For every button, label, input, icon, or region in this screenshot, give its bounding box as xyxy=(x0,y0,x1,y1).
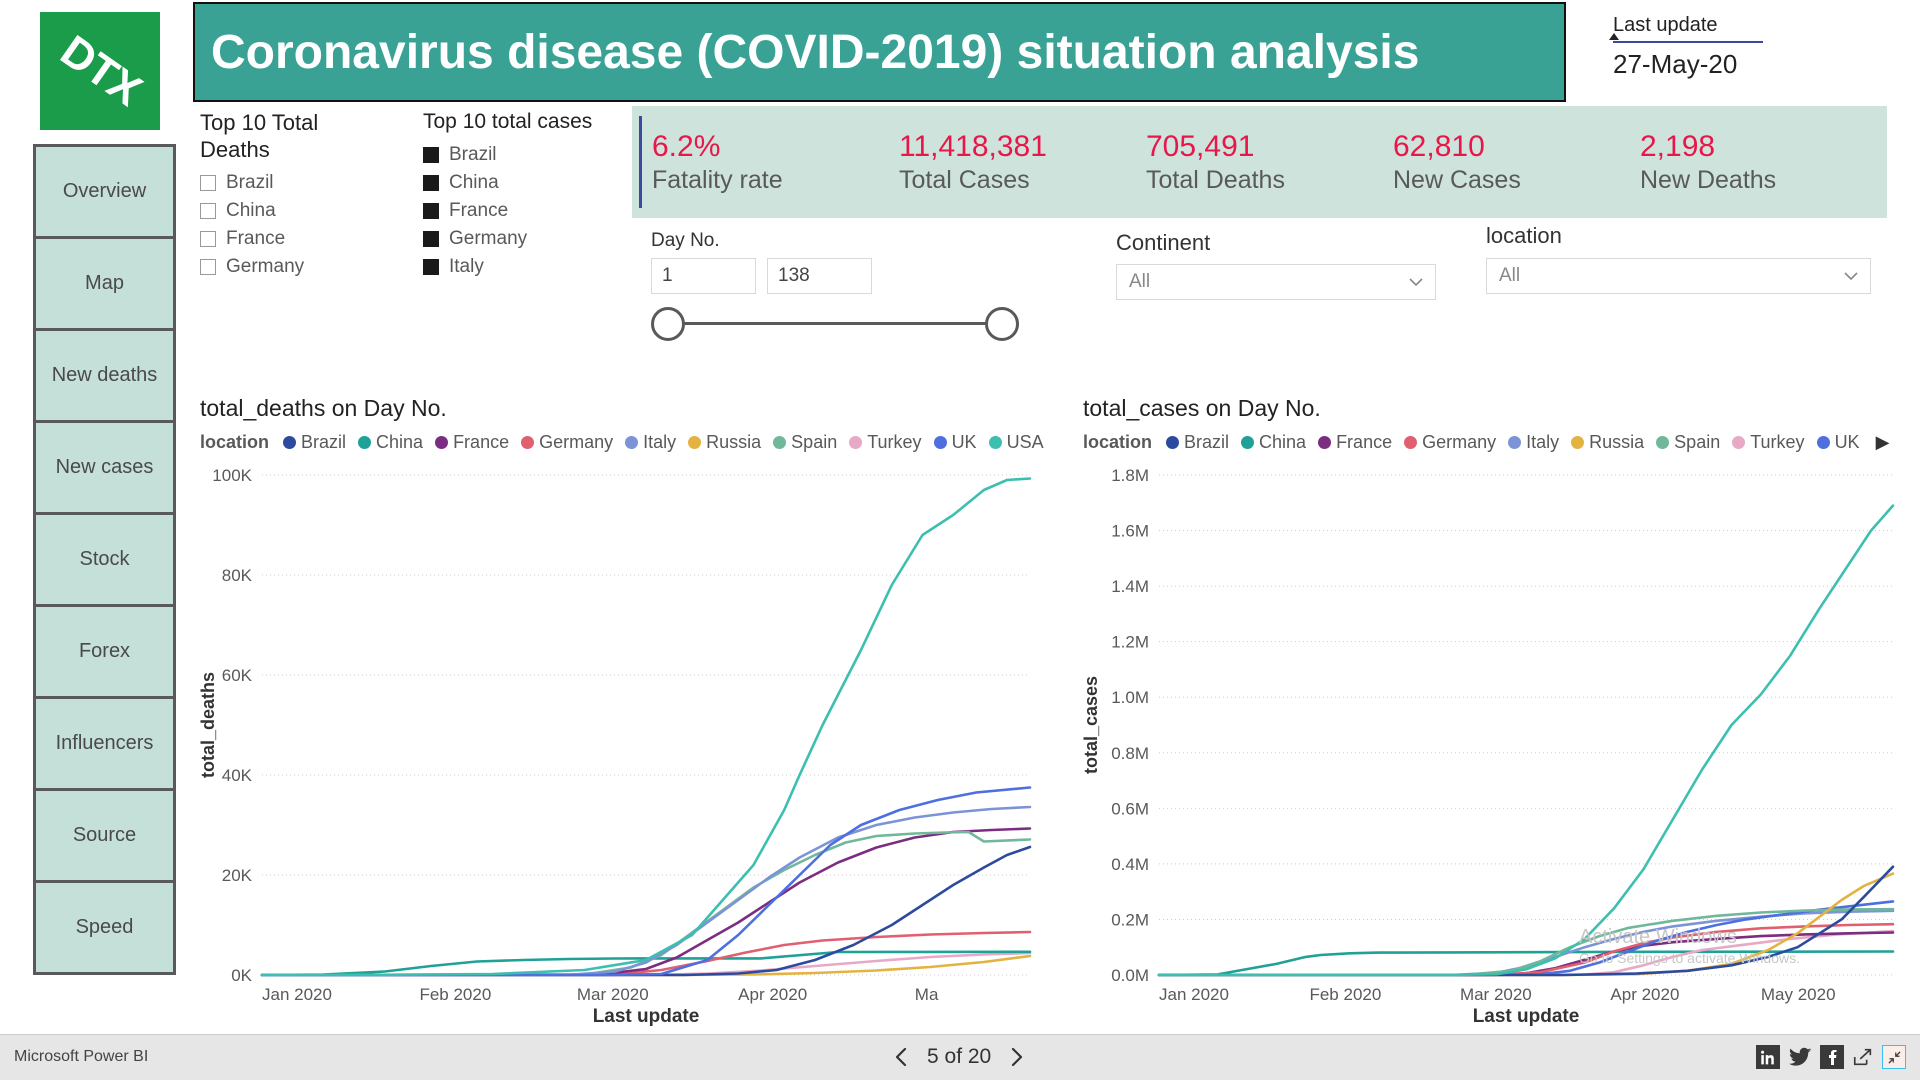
svg-text:Last update: Last update xyxy=(593,1006,700,1027)
svg-text:0.2M: 0.2M xyxy=(1111,910,1149,929)
svg-text:Go to Settings to activate Win: Go to Settings to activate Windows. xyxy=(1579,950,1800,966)
svg-text:Apr 2020: Apr 2020 xyxy=(1610,985,1679,1004)
svg-text:1.0M: 1.0M xyxy=(1111,688,1149,707)
svg-text:60K: 60K xyxy=(222,666,253,685)
svg-text:Mar 2020: Mar 2020 xyxy=(577,985,649,1004)
svg-text:Apr 2020: Apr 2020 xyxy=(738,985,807,1004)
svg-text:0.6M: 0.6M xyxy=(1111,799,1149,818)
svg-text:Feb 2020: Feb 2020 xyxy=(419,985,491,1004)
svg-text:Activate Windows: Activate Windows xyxy=(1579,926,1737,948)
svg-text:40K: 40K xyxy=(222,766,253,785)
svg-text:Jan 2020: Jan 2020 xyxy=(1159,985,1229,1004)
svg-text:Feb 2020: Feb 2020 xyxy=(1309,985,1381,1004)
svg-text:May 2020: May 2020 xyxy=(1761,985,1836,1004)
svg-text:1.8M: 1.8M xyxy=(1111,466,1149,485)
svg-text:total_cases: total_cases xyxy=(1081,676,1101,774)
svg-text:Mar 2020: Mar 2020 xyxy=(1460,985,1532,1004)
svg-text:Last update: Last update xyxy=(1473,1006,1580,1027)
svg-text:Jan 2020: Jan 2020 xyxy=(262,985,332,1004)
svg-text:0K: 0K xyxy=(231,966,252,985)
svg-text:0.8M: 0.8M xyxy=(1111,744,1149,763)
svg-text:Ma: Ma xyxy=(915,985,939,1004)
svg-text:0.4M: 0.4M xyxy=(1111,855,1149,874)
svg-text:1.6M: 1.6M xyxy=(1111,522,1149,541)
svg-text:1.2M: 1.2M xyxy=(1111,633,1149,652)
svg-text:0.0M: 0.0M xyxy=(1111,966,1149,985)
svg-text:1.4M: 1.4M xyxy=(1111,577,1149,596)
svg-text:80K: 80K xyxy=(222,566,253,585)
svg-text:total_deaths: total_deaths xyxy=(198,672,218,778)
svg-text:20K: 20K xyxy=(222,866,253,885)
svg-text:100K: 100K xyxy=(212,466,252,485)
